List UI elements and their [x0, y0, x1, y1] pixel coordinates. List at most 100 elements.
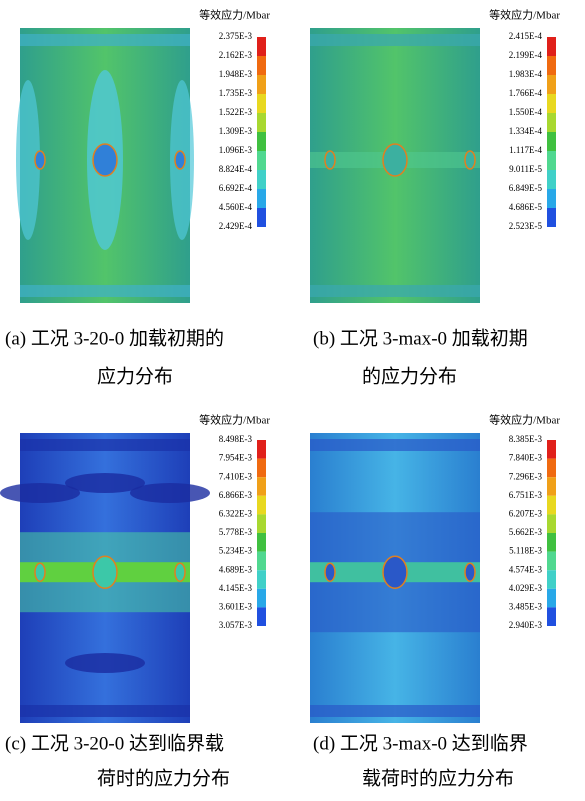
- legend-title: 等效应力/Mbar: [489, 413, 560, 427]
- legend-label: 1.334E-4: [509, 126, 543, 136]
- colorbar-segment: [257, 551, 266, 571]
- legend-label: 7.410E-3: [219, 471, 253, 481]
- colorbar-segment: [547, 113, 556, 132]
- caption-line: 荷时的应力分布: [97, 767, 230, 789]
- colorbar-segment: [547, 570, 556, 589]
- legend-label: 6.207E-3: [509, 508, 543, 518]
- hole: [382, 555, 408, 589]
- legend-label: 6.849E-5: [509, 183, 543, 193]
- legend-title: 等效应力/Mbar: [199, 8, 270, 22]
- legend-label: 3.057E-3: [219, 620, 253, 630]
- legend-label: 1.096E-3: [219, 145, 253, 155]
- legend-label: 8.498E-3: [219, 434, 253, 444]
- hole: [92, 143, 118, 177]
- caption-line: 载荷时的应力分布: [362, 767, 514, 789]
- colorbar-segment: [257, 514, 266, 533]
- colorbar-segment: [257, 37, 266, 56]
- legend-label: 4.029E-3: [509, 583, 543, 593]
- colorbar-segment: [257, 75, 266, 94]
- colorbar-segment: [257, 56, 266, 75]
- hole: [324, 150, 336, 170]
- hole: [382, 143, 408, 177]
- legend-label: 2.375E-3: [219, 31, 253, 41]
- legend-label: 8.824E-4: [219, 164, 253, 174]
- colorbar-segment: [547, 477, 556, 496]
- hole: [464, 562, 476, 582]
- colorbar-segment: [257, 132, 266, 151]
- legend-label: 5.662E-3: [509, 527, 543, 537]
- lobe: [16, 80, 40, 240]
- legend-label: 4.686E-5: [509, 202, 543, 212]
- colorbar-segment: [257, 189, 266, 208]
- panel: 等效应力/Mbar 2.375E-3 2.162E-3 1.948E-3 1.735E-…: [5, 8, 270, 388]
- colorbar-segment: [547, 440, 556, 459]
- legend-label: 4.145E-3: [219, 583, 253, 593]
- legend-label: 1.948E-3: [219, 69, 253, 79]
- hole: [92, 555, 118, 589]
- colorbar-segment: [547, 170, 556, 189]
- band: [310, 285, 480, 297]
- colorbar-segment: [547, 514, 556, 533]
- hole: [174, 150, 186, 170]
- legend-label: 7.840E-3: [509, 453, 543, 463]
- band: [310, 439, 480, 451]
- colorbar-segment: [257, 151, 266, 170]
- band: [20, 705, 190, 717]
- hole: [174, 562, 186, 582]
- colorbar-segment: [547, 533, 556, 552]
- caption-line: 的应力分布: [362, 365, 457, 387]
- legend-label: 4.574E-3: [509, 564, 543, 574]
- legend-label: 4.689E-3: [219, 564, 253, 574]
- colorbar-segment: [257, 570, 266, 589]
- legend-label: 5.234E-3: [219, 546, 253, 556]
- legend-label: 5.118E-3: [509, 546, 542, 556]
- hole: [34, 150, 46, 170]
- panel: 等效应力/Mbar 8.385E-3 7.840E-3 7.296E-3 6.751E-…: [310, 413, 560, 789]
- legend-label: 1.766E-4: [509, 88, 543, 98]
- colorbar-segment: [257, 94, 266, 113]
- band: [20, 34, 190, 46]
- legend-label: 5.778E-3: [219, 527, 253, 537]
- caption-line: (c) 工况 3-20-0 达到临界载: [5, 732, 224, 754]
- legend-label: 1.117E-4: [509, 145, 542, 155]
- band: [20, 285, 190, 297]
- legend-label: 1.309E-3: [219, 126, 253, 136]
- legend-label: 3.485E-3: [509, 601, 543, 611]
- lobe: [0, 483, 80, 503]
- legend-label: 1.983E-4: [509, 69, 543, 79]
- legend-label: 6.322E-3: [219, 508, 253, 518]
- colorbar-segment: [257, 208, 266, 227]
- caption-line: (d) 工况 3-max-0 达到临界: [313, 732, 528, 754]
- legend-label: 2.162E-3: [219, 50, 253, 60]
- colorbar-segment: [547, 458, 556, 478]
- legend-label: 2.523E-5: [509, 221, 543, 231]
- caption-line: (b) 工况 3-max-0 加载初期: [313, 327, 528, 349]
- colorbar-segment: [547, 56, 556, 75]
- legend-label: 4.560E-4: [219, 202, 253, 212]
- legend-label: 3.601E-3: [219, 601, 253, 611]
- colorbar-segment: [547, 37, 556, 56]
- hole: [324, 562, 336, 582]
- legend-label: 2.429E-4: [219, 221, 253, 231]
- colorbar-segment: [547, 588, 556, 608]
- colorbar-segment: [257, 477, 266, 496]
- colorbar-segment: [547, 75, 556, 94]
- colorbar-segment: [257, 458, 266, 478]
- lobe: [65, 653, 145, 673]
- legend-label: 2.940E-3: [509, 620, 543, 630]
- hole: [464, 150, 476, 170]
- colorbar-segment: [257, 113, 266, 132]
- colorbar-segment: [547, 94, 556, 113]
- lobe: [130, 483, 210, 503]
- legend-label: 6.866E-3: [219, 490, 253, 500]
- colorbar-segment: [257, 440, 266, 459]
- legend-label: 6.751E-3: [509, 490, 543, 500]
- band: [20, 439, 190, 451]
- band: [310, 34, 480, 46]
- legend-label: 9.011E-5: [509, 164, 542, 174]
- legend-label: 2.415E-4: [509, 31, 543, 41]
- colorbar-segment: [547, 189, 556, 208]
- caption-line: 应力分布: [97, 365, 173, 387]
- colorbar-segment: [257, 495, 266, 515]
- lobe: [65, 473, 145, 493]
